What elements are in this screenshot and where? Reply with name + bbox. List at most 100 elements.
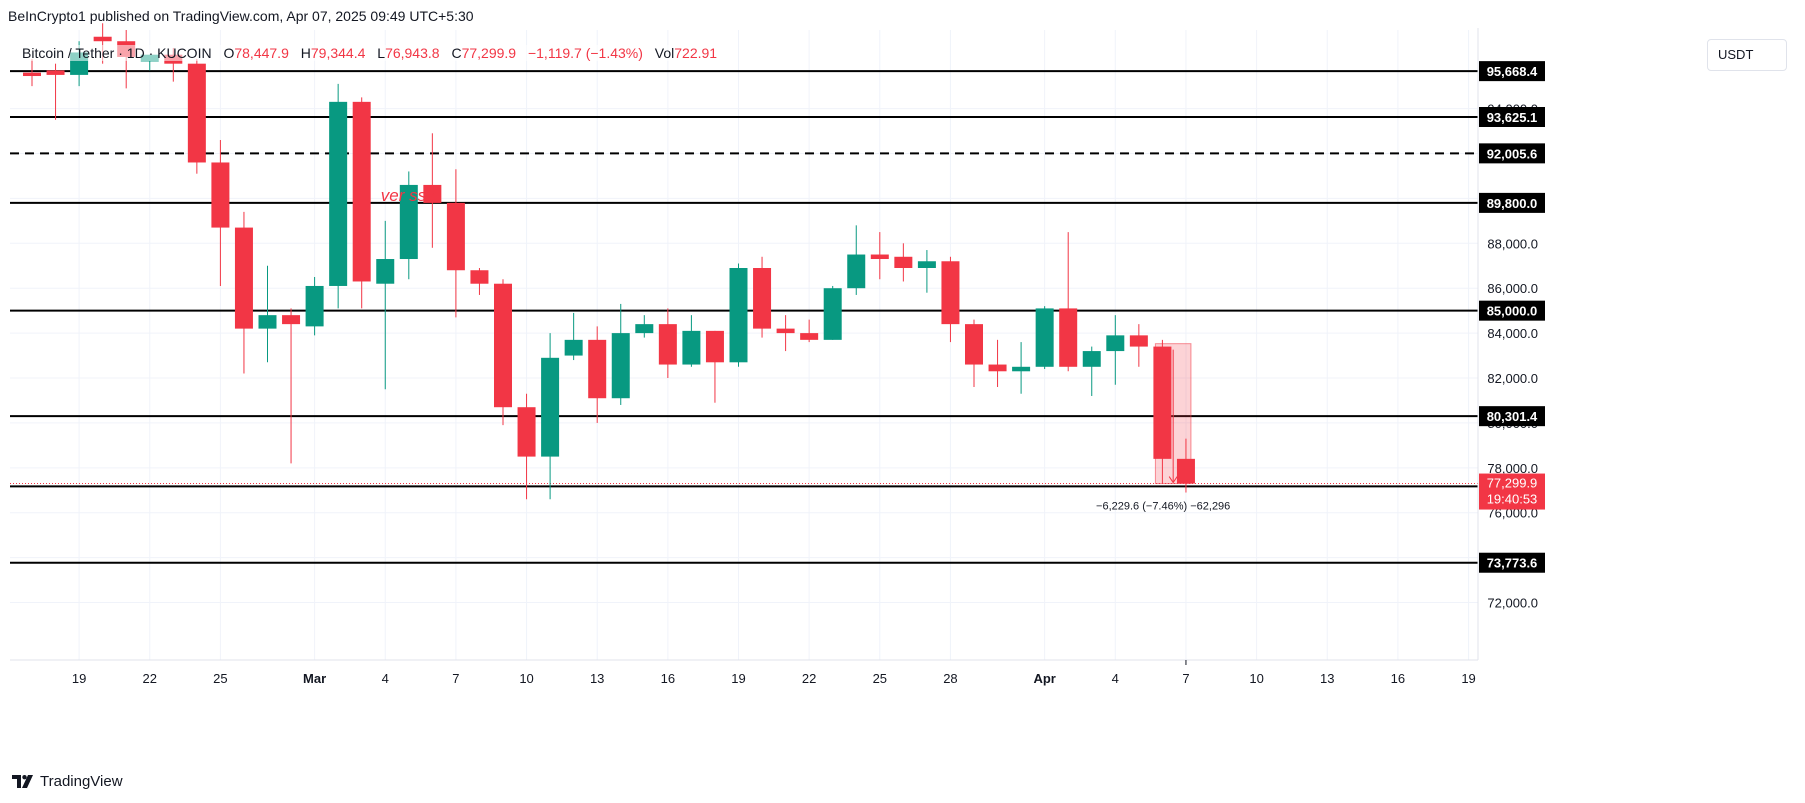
candle-body bbox=[611, 333, 630, 399]
candle-body bbox=[682, 330, 701, 365]
candle bbox=[517, 393, 536, 500]
candle bbox=[658, 308, 677, 379]
candle-body bbox=[823, 288, 842, 340]
candle bbox=[211, 140, 230, 286]
candle-body bbox=[46, 70, 65, 75]
open-label: O bbox=[223, 45, 235, 61]
tradingview-logo[interactable]: TradingView bbox=[12, 773, 123, 790]
y-tick-label: 82,000.0 bbox=[1487, 371, 1538, 386]
candle-body bbox=[234, 227, 253, 329]
x-tick-label: 19 bbox=[1461, 671, 1475, 686]
candle bbox=[965, 319, 983, 387]
tradingview-logo-text: TradingView bbox=[40, 773, 123, 790]
y-tick-label: 88,000.0 bbox=[1487, 236, 1538, 251]
price-range-measure[interactable]: −6,229.6 (−7.46%) −62,296 bbox=[1096, 343, 1230, 513]
annotation: ver ss? bbox=[381, 186, 436, 205]
current-price-badge-bg bbox=[1479, 473, 1545, 510]
candle bbox=[894, 243, 913, 282]
x-tick-label: 13 bbox=[590, 671, 604, 686]
level-price-label-text: 73,773.6 bbox=[1487, 556, 1538, 571]
tradingview-logo-icon bbox=[12, 775, 33, 788]
candle-body bbox=[282, 315, 301, 325]
candle-body bbox=[635, 324, 654, 334]
low-value: 76,943.8 bbox=[385, 45, 440, 61]
candle bbox=[1035, 306, 1054, 370]
candle-body bbox=[1082, 351, 1101, 367]
candle-body bbox=[470, 270, 489, 284]
candle-body bbox=[941, 261, 960, 325]
candle bbox=[635, 315, 654, 338]
x-tick-label: 7 bbox=[1182, 671, 1189, 686]
symbol-title[interactable]: Bitcoin / Tether · 1D · KUCOIN bbox=[22, 45, 212, 61]
candle-body bbox=[211, 162, 230, 228]
x-tick-label: 16 bbox=[1391, 671, 1405, 686]
candle-body bbox=[399, 184, 418, 260]
x-tick-label: 10 bbox=[1249, 671, 1263, 686]
level-price-label-text: 80,301.4 bbox=[1487, 409, 1538, 424]
candle bbox=[753, 256, 772, 338]
close-label: C bbox=[451, 45, 462, 61]
candle bbox=[23, 59, 41, 87]
candle-body bbox=[658, 324, 677, 365]
open-value: 78,447.9 bbox=[234, 45, 289, 61]
candle bbox=[376, 220, 395, 390]
candle bbox=[234, 211, 253, 374]
candle-body bbox=[1012, 366, 1031, 372]
x-tick-label: 25 bbox=[873, 671, 887, 686]
low-label: L bbox=[377, 45, 386, 61]
candle-body bbox=[988, 364, 1007, 372]
candle-body bbox=[258, 315, 277, 329]
level-price-label-bg bbox=[1479, 406, 1545, 427]
x-tick-label: 19 bbox=[731, 671, 745, 686]
y-tick-label: 78,000.0 bbox=[1487, 461, 1538, 476]
candle bbox=[729, 263, 748, 367]
x-tick-label: 4 bbox=[1112, 671, 1119, 686]
candle bbox=[1129, 324, 1148, 367]
candle bbox=[352, 97, 371, 309]
y-tick-label: 86,000.0 bbox=[1487, 281, 1538, 296]
candle bbox=[541, 333, 560, 500]
candle bbox=[847, 225, 866, 295]
candle bbox=[682, 315, 701, 367]
candle-body bbox=[376, 259, 395, 284]
x-tick-label: 4 bbox=[382, 671, 389, 686]
candle-body bbox=[729, 268, 748, 363]
level-price-label-text: 92,005.6 bbox=[1487, 146, 1538, 161]
volume-value: 722.91 bbox=[674, 45, 718, 61]
volume-label: Vol bbox=[654, 45, 675, 61]
candle-body bbox=[870, 254, 889, 260]
level-price-label: 95,668.4 bbox=[1479, 61, 1545, 82]
level-price-label: 80,301.4 bbox=[1479, 406, 1545, 427]
price-labels: 95,668.4 93,625.1 92,005.6 89,800.0 85,000.0… bbox=[1479, 61, 1545, 573]
candle-body bbox=[753, 268, 772, 329]
level-price-label-text: 89,800.0 bbox=[1487, 196, 1538, 211]
x-tick-label: 22 bbox=[802, 671, 816, 686]
y-tick-label: 72,000.0 bbox=[1487, 596, 1538, 611]
axes: 72,000.074,000.076,000.078,000.080,000.0… bbox=[10, 28, 1538, 686]
candle bbox=[399, 171, 418, 280]
candle bbox=[870, 232, 889, 280]
candle-body bbox=[352, 101, 371, 282]
y-tick-label: 84,000.0 bbox=[1487, 326, 1538, 341]
candles bbox=[23, 23, 1195, 500]
x-tick-label: 28 bbox=[943, 671, 957, 686]
candle bbox=[1106, 315, 1125, 385]
candle-body bbox=[588, 339, 607, 399]
candle-body bbox=[1106, 335, 1125, 352]
level-price-label-bg bbox=[1479, 192, 1545, 213]
candle bbox=[46, 63, 65, 120]
level-price-label-text: 85,000.0 bbox=[1487, 304, 1538, 319]
currency-selector[interactable]: USDT bbox=[1707, 39, 1787, 71]
level-price-label-bg bbox=[1479, 300, 1545, 321]
level-price-label-text: 95,668.4 bbox=[1487, 64, 1538, 79]
candle-body bbox=[1059, 308, 1078, 367]
level-price-label: 92,005.6 bbox=[1479, 143, 1545, 164]
countdown-value: 19:40:53 bbox=[1487, 492, 1538, 507]
candle-body bbox=[564, 339, 583, 356]
candle bbox=[187, 59, 206, 174]
level-price-label-bg bbox=[1479, 552, 1545, 573]
candle-body bbox=[305, 285, 324, 327]
candle-body bbox=[847, 254, 866, 289]
current-price-value: 77,299.9 bbox=[1487, 476, 1538, 491]
